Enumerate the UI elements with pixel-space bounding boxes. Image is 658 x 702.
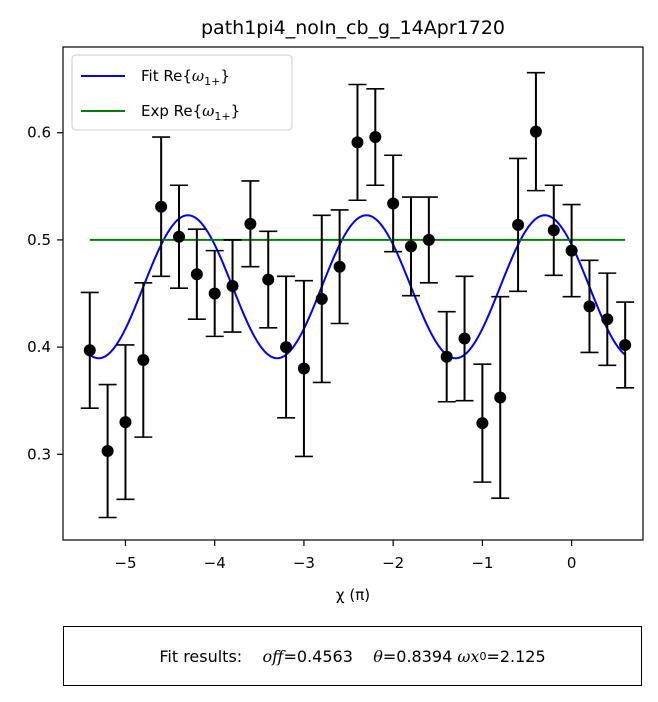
y-tick-label: 0.4	[27, 338, 51, 356]
legend: Fit Re{ω1+} Exp Re{ω1+}	[71, 54, 293, 131]
x-tick-label: −5	[114, 554, 136, 572]
data-point	[137, 353, 150, 366]
data-point	[583, 300, 596, 313]
data-point	[244, 217, 257, 230]
data-point	[440, 350, 453, 363]
data-point	[226, 279, 239, 292]
data-point	[280, 341, 293, 354]
legend-exp-label: Exp Re{ω1+}	[141, 102, 240, 123]
fit-theta-value: =0.8394	[382, 646, 453, 666]
x-tick-label: 0	[567, 554, 577, 572]
data-point	[351, 136, 364, 149]
fit-off-symbol: off	[262, 646, 284, 666]
fit-omega-symbol: ωx	[457, 646, 480, 666]
fit-results-label: Fit results:	[159, 646, 243, 666]
axis-layer: −5 −4 −3 −2 −1 0 0.3 0.4 0.5 0.6	[27, 124, 576, 572]
data-point	[494, 391, 507, 404]
x-tick-label: −4	[204, 554, 226, 572]
data-point	[101, 445, 114, 458]
x-tick-label: −2	[382, 554, 404, 572]
data-point	[405, 240, 417, 253]
plot-frame	[62, 46, 644, 541]
y-tick-label: 0.6	[27, 124, 51, 142]
fit-theta-symbol: θ	[373, 646, 383, 666]
fit-off-value: =0.4563	[283, 646, 353, 666]
x-tick-label: −1	[471, 554, 493, 572]
data-point	[262, 273, 275, 286]
legend-frame	[71, 54, 293, 131]
legend-fit-label: Fit Re{ω1+}	[141, 67, 230, 88]
data-point	[458, 332, 471, 345]
data-layer	[80, 71, 635, 519]
data-point	[155, 200, 168, 213]
data-point	[619, 338, 632, 351]
data-point	[173, 230, 185, 243]
data-point	[119, 416, 132, 429]
y-tick-label: 0.5	[27, 231, 51, 249]
data-point	[512, 218, 525, 231]
x-tick-label: −3	[293, 554, 315, 572]
data-point	[333, 260, 346, 273]
data-point	[529, 125, 542, 138]
data-point	[547, 224, 560, 237]
data-point	[190, 268, 203, 281]
data-point	[369, 131, 382, 144]
fit-results-box: Fit results: off =0.4563 θ =0.8394 ωx 0 =2.1…	[63, 626, 642, 686]
data-point	[422, 233, 435, 246]
chart-title: path1pi4_noIn_cb_g_14Apr1720	[201, 17, 505, 39]
data-point	[565, 244, 578, 257]
fit-omega-value: =2.125	[486, 646, 546, 666]
data-point	[476, 417, 489, 430]
data-point	[387, 197, 400, 210]
data-point	[83, 344, 96, 357]
fit-curve	[89, 214, 626, 360]
data-point	[315, 292, 328, 305]
chart: path1pi4_noIn_cb_g_14Apr1720 −5 −4 −3 −2 −1 0…	[27, 17, 644, 604]
data-point	[297, 362, 310, 375]
fit-omega-subscript: 0	[479, 649, 487, 663]
y-tick-label: 0.3	[27, 445, 51, 463]
data-point	[601, 313, 614, 326]
x-axis-label: χ (π)	[336, 586, 370, 604]
data-point	[208, 287, 221, 300]
